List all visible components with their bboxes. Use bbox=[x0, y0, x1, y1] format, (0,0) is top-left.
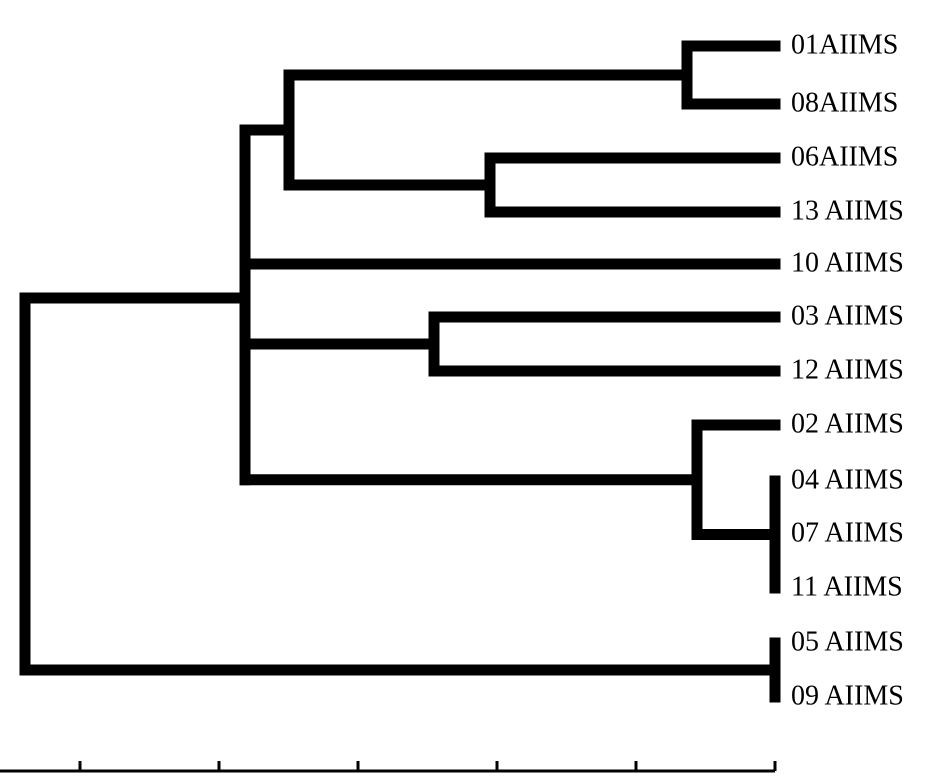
leaf-label-L2: 08AIIMS bbox=[791, 87, 898, 118]
leaf-labels: 01AIIMS 08AIIMS 06AIIMS 13 AIIMS 10 AIIMS 03 … bbox=[791, 29, 904, 711]
leaf-label-L9: 04 AIIMS bbox=[791, 464, 904, 495]
leaf-label-L4: 13 AIIMS bbox=[791, 195, 904, 226]
leaf-label-L11: 11 AIIMS bbox=[791, 571, 903, 602]
leaf-label-L10: 07 AIIMS bbox=[791, 517, 904, 548]
dendrogram-branches bbox=[19, 40, 781, 703]
leaf-label-L8: 02 AIIMS bbox=[791, 408, 904, 439]
leaf-label-L5: 10 AIIMS bbox=[791, 247, 904, 278]
leaf-label-L1: 01AIIMS bbox=[791, 29, 898, 60]
distance-scale bbox=[0, 761, 777, 773]
leaf-label-L3: 06AIIMS bbox=[791, 141, 898, 172]
leaf-label-L13: 09 AIIMS bbox=[791, 680, 904, 711]
leaf-label-L7: 12 AIIMS bbox=[791, 354, 904, 385]
leaf-label-L6: 03 AIIMS bbox=[791, 300, 904, 331]
leaf-label-L12: 05 AIIMS bbox=[791, 626, 904, 657]
